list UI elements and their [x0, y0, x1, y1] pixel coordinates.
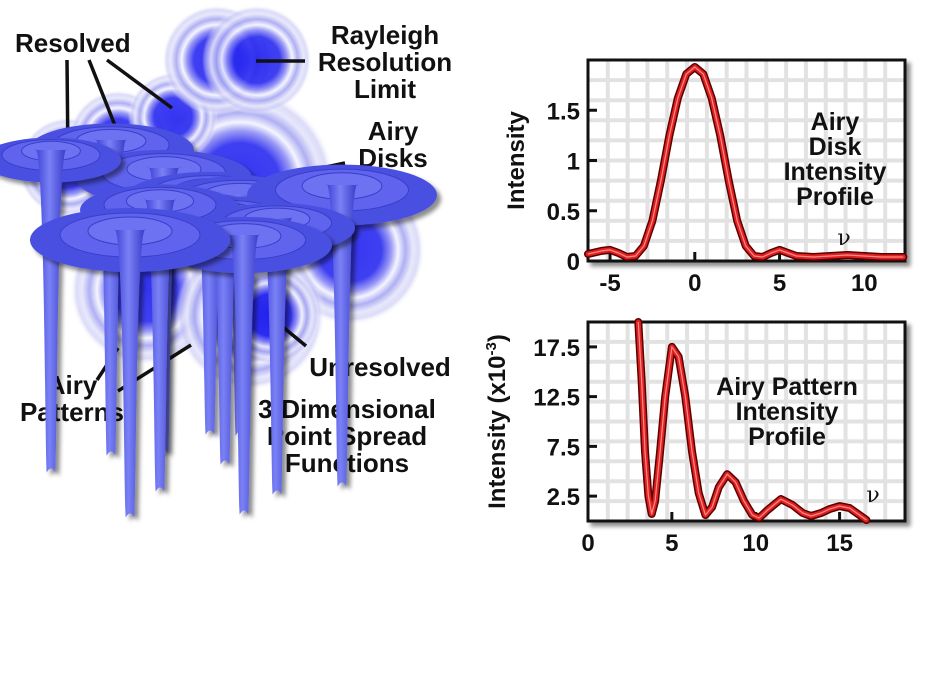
- leader-resolved-3: [105, 58, 174, 110]
- psf-peak: [261, 217, 293, 495]
- y-axis-label-exponent: -3: [483, 342, 500, 355]
- x-tick-label: 10: [742, 530, 769, 557]
- x-tick-label: -5: [599, 270, 620, 297]
- chart-title-line: Intensity: [784, 158, 887, 186]
- psf-peak: [209, 214, 241, 465]
- label-unresolved: Unresolved: [309, 352, 451, 382]
- x-axis-label: ν: [837, 226, 850, 251]
- intensity-curve-highlight: [587, 66, 904, 258]
- psf-peak: [114, 229, 146, 518]
- psf-cone: [247, 164, 437, 487]
- y-axis-label-close: ): [484, 334, 511, 342]
- chart-title-line: Airy: [811, 108, 860, 136]
- chart-title-line: Profile: [796, 183, 874, 211]
- y-tick-label: 1: [567, 149, 580, 176]
- y-axis-label: Intensity: [503, 111, 530, 210]
- label-rayleigh-2: Resolution: [318, 47, 452, 77]
- y-axis-label-text: Intensity: [503, 111, 530, 210]
- label-airy-disks-1: Airy: [368, 116, 419, 146]
- psf-cone: [30, 208, 230, 518]
- chart-title-line: Airy Pattern: [716, 373, 858, 401]
- y-axis-label: Intensity (x10-3): [483, 334, 511, 509]
- psf-peak: [326, 184, 358, 487]
- intensity-curve-highlight: [637, 321, 867, 521]
- y-tick-label: 2.5: [547, 484, 580, 511]
- x-tick-label: 0: [688, 270, 701, 297]
- x-tick-label: 10: [851, 270, 878, 297]
- x-tick-label: 15: [826, 530, 853, 557]
- label-rayleigh-1: Rayleigh: [331, 20, 439, 50]
- plot-frame: [586, 320, 907, 523]
- chart-title-line: Profile: [748, 423, 826, 451]
- chart-title-line: Disk: [809, 133, 862, 161]
- x-tick-label: 0: [581, 530, 594, 557]
- x-axis-label: ν: [866, 483, 879, 508]
- chart-title-line: Intensity: [736, 398, 839, 426]
- x-tick-label: 5: [665, 530, 678, 557]
- y-tick-label: 7.5: [547, 434, 580, 461]
- psf-peak: [144, 199, 176, 492]
- y-tick-label: 12.5: [533, 385, 580, 412]
- label-rayleigh-3: Limit: [354, 74, 416, 104]
- y-tick-label: 17.5: [533, 335, 580, 362]
- leader-resolved-2: [87, 59, 120, 134]
- y-tick-label: 0.5: [547, 199, 580, 226]
- y-axis-label-text: Intensity (x10: [484, 355, 511, 508]
- psf-cones: [0, 123, 437, 518]
- y-tick-label: 0: [567, 249, 580, 276]
- psf-peak: [228, 234, 260, 515]
- label-resolved: Resolved: [15, 28, 131, 58]
- y-tick-label: 1.5: [547, 98, 580, 125]
- x-tick-label: 5: [773, 270, 786, 297]
